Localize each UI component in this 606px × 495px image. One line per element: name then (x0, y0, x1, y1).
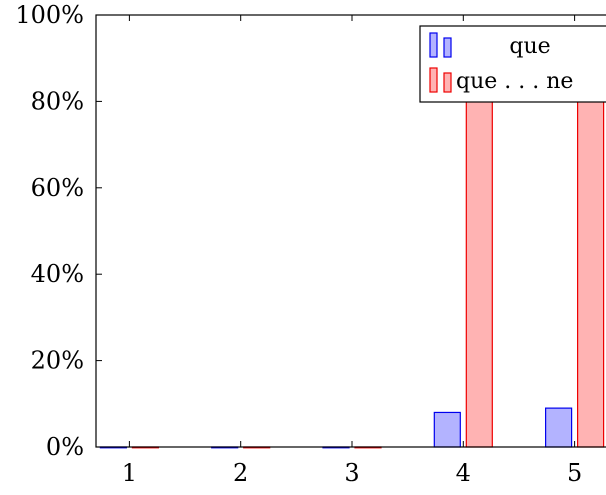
legend: que que . . . ne (419, 25, 606, 103)
legend-label-que-ne: que . . . ne (456, 69, 573, 94)
y-tick-label: 100% (15, 1, 84, 29)
bar-que-ne-4 (465, 66, 493, 448)
x-tick-label: 4 (456, 459, 471, 487)
legend-swatch-que-1 (429, 32, 438, 58)
bars-group (99, 53, 605, 449)
legend-swatch-que-2 (443, 37, 452, 58)
x-tick-label: 1 (122, 459, 137, 487)
ticks-group (96, 14, 576, 448)
x-tick-label: 5 (567, 459, 582, 487)
y-tick-label: 40% (31, 260, 84, 288)
x-tick-label: 2 (233, 459, 248, 487)
x-tick-label: 3 (344, 459, 359, 487)
y-tick-labels: 0% 20% 40% 60% 80% 100% (15, 1, 84, 461)
x-tick-labels: 1 2 3 4 5 (122, 459, 582, 487)
y-tick-label: 60% (31, 174, 84, 202)
y-tick-label: 80% (31, 87, 84, 115)
legend-label-que: que (509, 34, 550, 59)
bar-que-5 (545, 407, 573, 448)
bar-que-4 (433, 411, 461, 448)
legend-swatch-que-ne-1 (429, 67, 438, 93)
y-tick-label: 20% (31, 347, 84, 375)
y-tick-label: 0% (46, 433, 84, 461)
legend-swatch-que-ne-2 (443, 72, 452, 93)
bar-que-ne-5 (577, 53, 605, 448)
